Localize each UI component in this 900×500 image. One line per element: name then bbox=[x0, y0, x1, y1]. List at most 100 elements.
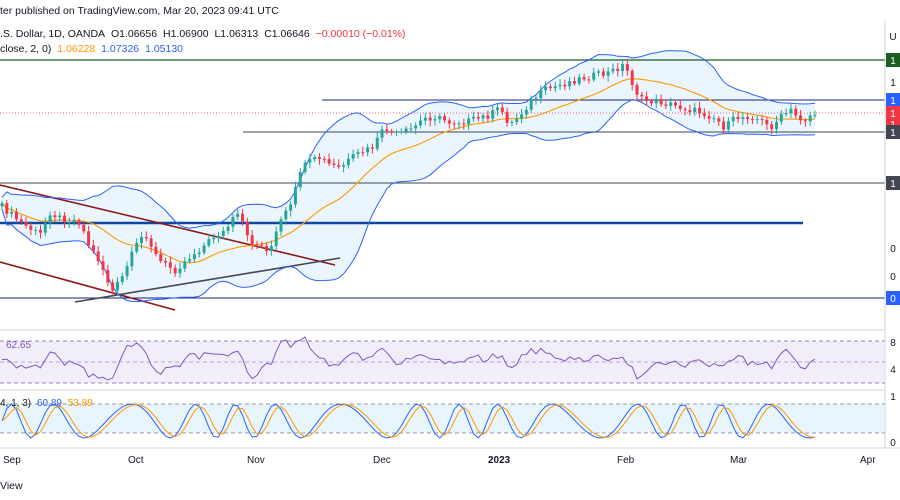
candle bbox=[625, 64, 629, 71]
candle bbox=[332, 163, 336, 165]
candle bbox=[130, 251, 134, 267]
published-text: ter published on TradingView.com, Mar 20… bbox=[0, 5, 279, 17]
candle bbox=[58, 215, 62, 218]
time-axis: Sep Oct Nov Dec 2023 Feb Mar Apr bbox=[0, 455, 900, 469]
candle bbox=[414, 125, 418, 129]
candle bbox=[274, 231, 278, 247]
candle bbox=[813, 115, 817, 117]
axis-tick-label: 0 bbox=[890, 244, 896, 255]
candle bbox=[197, 252, 201, 255]
candle bbox=[313, 157, 317, 160]
candle bbox=[346, 158, 350, 166]
low-value: L1.06313 bbox=[214, 28, 259, 40]
candle bbox=[115, 281, 119, 291]
price-badge bbox=[886, 93, 900, 107]
candle bbox=[722, 121, 726, 130]
candle bbox=[669, 102, 673, 106]
price-badge bbox=[886, 125, 900, 139]
candle bbox=[284, 210, 288, 220]
candle bbox=[385, 129, 389, 131]
stoch-rsi-pane bbox=[0, 403, 885, 439]
candle bbox=[207, 239, 211, 246]
candle bbox=[140, 237, 143, 243]
candle bbox=[43, 223, 47, 233]
candle bbox=[789, 108, 793, 114]
candle bbox=[457, 123, 461, 125]
candle bbox=[10, 211, 14, 214]
candle bbox=[443, 116, 447, 121]
candle bbox=[515, 118, 519, 122]
candle bbox=[404, 128, 408, 132]
stoch-params: 4, 1, 3) bbox=[0, 398, 32, 409]
candle bbox=[726, 121, 730, 130]
candle bbox=[577, 77, 581, 84]
candle bbox=[53, 215, 57, 218]
candle bbox=[390, 130, 394, 133]
candle bbox=[260, 244, 264, 246]
candle bbox=[149, 238, 153, 247]
candle bbox=[606, 71, 610, 76]
candle bbox=[342, 165, 346, 167]
candle bbox=[327, 159, 331, 164]
candle bbox=[520, 114, 524, 119]
candle bbox=[524, 109, 528, 115]
stoch-legend: 4, 1, 3) 60.89 53.89 bbox=[0, 398, 96, 409]
stoch-d-line bbox=[1, 404, 816, 439]
time-label: Feb bbox=[617, 455, 635, 466]
time-label: Oct bbox=[128, 455, 144, 466]
price-badge bbox=[886, 53, 900, 67]
axis-tick-label: 8 bbox=[890, 338, 896, 349]
price-badge-label: 1 bbox=[890, 128, 896, 139]
candle bbox=[510, 121, 514, 123]
candle bbox=[481, 115, 485, 119]
candle bbox=[765, 119, 769, 125]
bb-basis-value: 1.06228 bbox=[57, 43, 96, 55]
candle bbox=[693, 107, 697, 113]
candle bbox=[96, 251, 100, 262]
candle bbox=[250, 235, 254, 245]
candle bbox=[717, 118, 721, 122]
candle bbox=[48, 215, 52, 224]
candle bbox=[265, 245, 269, 252]
price-pane bbox=[0, 20, 900, 449]
candle bbox=[337, 164, 341, 167]
candle bbox=[303, 162, 307, 172]
rsi-legend: 62.65 bbox=[6, 340, 34, 351]
axis-tick-label: 4 bbox=[890, 365, 896, 376]
candle bbox=[476, 116, 480, 119]
candle bbox=[216, 236, 220, 238]
candle bbox=[298, 171, 302, 187]
candle bbox=[289, 204, 293, 211]
candle bbox=[452, 123, 456, 125]
candle bbox=[19, 219, 23, 222]
price-badge bbox=[886, 176, 900, 190]
candle bbox=[34, 229, 38, 231]
axis-tick-label: 0 bbox=[890, 438, 896, 449]
candle bbox=[188, 259, 192, 262]
candle bbox=[135, 242, 139, 252]
candle bbox=[491, 110, 495, 119]
candle bbox=[534, 98, 538, 100]
candle bbox=[226, 226, 230, 231]
candle bbox=[173, 267, 177, 274]
candle bbox=[269, 246, 273, 252]
rsi-line bbox=[1, 336, 816, 381]
candle bbox=[245, 221, 249, 236]
candle bbox=[582, 77, 586, 80]
candle bbox=[0, 203, 4, 207]
candle bbox=[616, 68, 620, 72]
candle bbox=[82, 224, 86, 232]
high-value: H1.06900 bbox=[163, 28, 209, 40]
candle bbox=[505, 111, 509, 123]
candle bbox=[539, 90, 543, 99]
candle bbox=[702, 113, 706, 117]
time-label: Apr bbox=[860, 455, 876, 466]
candle bbox=[645, 96, 649, 101]
candle bbox=[380, 129, 384, 138]
price-badge-label: 0 bbox=[890, 294, 896, 305]
candle bbox=[611, 68, 615, 72]
candle bbox=[496, 107, 499, 111]
candle bbox=[471, 116, 475, 119]
candle bbox=[640, 94, 644, 97]
candle bbox=[601, 71, 605, 76]
